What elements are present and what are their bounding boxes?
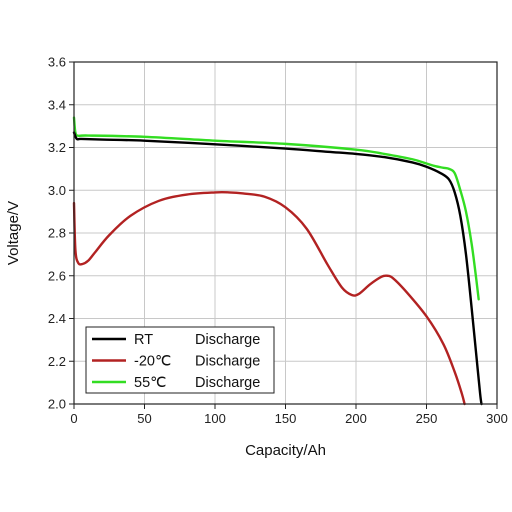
legend-suffix: Discharge — [195, 375, 260, 391]
x-tick-label: 0 — [70, 411, 77, 426]
legend-label: 55℃ — [134, 375, 166, 391]
legend: RT Discharge -20℃ Discharge 55℃ Discharge — [85, 326, 275, 394]
ticks: 0 50 100 150 200 250 300 2.0 2.2 2.4 2.6 2.8 3.0 3.2 3… — [48, 55, 508, 427]
series-line-2 — [72, 116, 480, 301]
x-tick-label: 100 — [204, 411, 226, 426]
y-tick-label: 3.2 — [48, 140, 66, 155]
legend-label: -20℃ — [134, 354, 171, 370]
legend-suffix: Discharge — [195, 354, 260, 370]
y-tick-label: 2.6 — [48, 268, 66, 283]
y-axis-title: Voltage/V — [5, 201, 22, 265]
y-tick-label: 3.6 — [48, 55, 66, 70]
y-tick-label: 2.0 — [48, 397, 66, 412]
x-tick-label: 300 — [486, 411, 508, 426]
y-tick-label: 2.4 — [48, 311, 66, 326]
legend-label: RT — [134, 332, 153, 348]
series-line-0 — [72, 131, 483, 406]
y-tick-label: 3.4 — [48, 97, 66, 112]
legend-suffix: Discharge — [195, 332, 260, 348]
x-tick-label: 50 — [137, 411, 151, 426]
x-tick-label: 200 — [345, 411, 367, 426]
x-tick-label: 250 — [416, 411, 438, 426]
series-lines — [72, 116, 483, 406]
series-line-1 — [72, 190, 466, 406]
y-tick-label: 2.8 — [48, 226, 66, 241]
y-tick-label: 2.2 — [48, 354, 66, 369]
y-tick-label: 3.0 — [48, 183, 66, 198]
x-tick-label: 150 — [275, 411, 297, 426]
x-axis-title: Capacity/Ah — [245, 442, 326, 459]
